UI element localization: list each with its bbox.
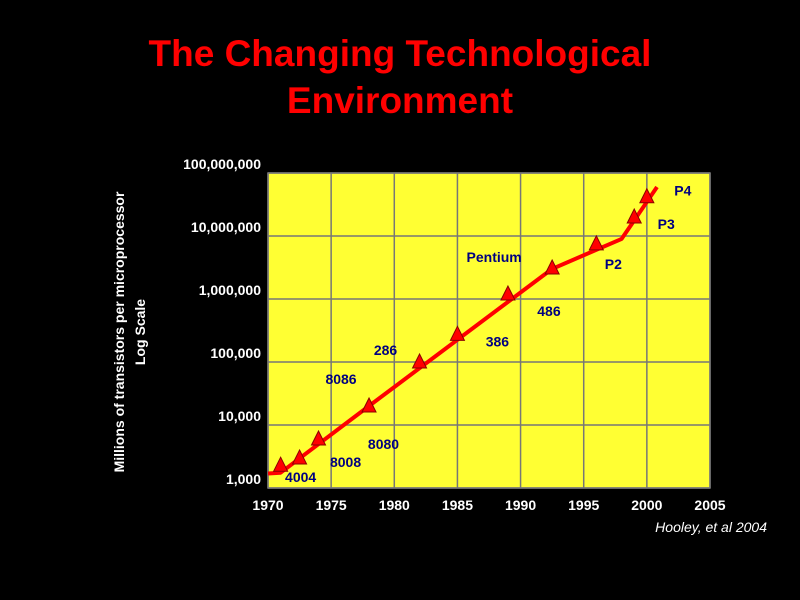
- plot-area: [268, 173, 710, 488]
- label-p4: P4: [674, 183, 691, 199]
- marker-486: [500, 284, 516, 301]
- x-tick-label: 1970: [252, 497, 283, 513]
- gridlines: [267, 172, 711, 489]
- title-line-2: Environment: [286, 80, 514, 121]
- slide-title: The Changing Technological Environment: [0, 30, 800, 124]
- marker-pentium: [544, 258, 560, 275]
- marker-286: [411, 352, 428, 369]
- y-axis-scale-label: Log Scale: [132, 299, 148, 365]
- y-axis-ticks: 1,000 10,000 100,000 1,000,000 10,000,000 100…: [183, 156, 261, 487]
- y-tick-label: 10,000,000: [191, 219, 261, 235]
- label-386: 386: [486, 333, 510, 349]
- y-tick-label: 100,000,000: [183, 156, 261, 172]
- x-axis-ticks: 1970 1975 1980 1985 1990 1995 2000 2005: [252, 497, 725, 513]
- x-tick-label: 2000: [631, 497, 662, 513]
- label-4004: 4004: [285, 469, 316, 485]
- x-tick-label: 1985: [442, 497, 473, 513]
- marker-8008: [291, 448, 308, 465]
- point-labels: 4004 8008 8080 8086 286 386 486 Pentium P2 P3 P4: [285, 183, 692, 485]
- x-tick-label: 1995: [568, 497, 599, 513]
- marker-8080: [310, 429, 327, 446]
- y-tick-label: 10,000: [218, 408, 261, 424]
- x-tick-label: 1980: [379, 497, 410, 513]
- y-axis-label: Millions of transistors per microprocess…: [111, 191, 127, 472]
- y-tick-label: 1,000,000: [199, 282, 261, 298]
- label-8080: 8080: [368, 436, 399, 452]
- marker-p2: [588, 234, 605, 251]
- label-p2: P2: [605, 256, 622, 272]
- y-tick-label: 100,000: [210, 345, 261, 361]
- marker-p4: [639, 187, 655, 204]
- marker-p3: [626, 207, 643, 224]
- x-tick-label: 1990: [505, 497, 536, 513]
- data-markers: [272, 187, 655, 472]
- x-tick-label: 2005: [694, 497, 725, 513]
- x-tick-label: 1975: [316, 497, 347, 513]
- marker-4004: [272, 456, 289, 472]
- label-286: 286: [374, 342, 398, 358]
- citation: Hooley, et al 2004: [655, 519, 767, 535]
- y-tick-label: 1,000: [226, 471, 261, 487]
- label-p3: P3: [658, 216, 675, 232]
- marker-8086: [361, 396, 377, 413]
- label-pentium: Pentium: [467, 249, 522, 265]
- label-8008: 8008: [330, 454, 361, 470]
- marker-386: [449, 325, 466, 341]
- label-8086: 8086: [325, 371, 356, 387]
- title-line-1: The Changing Technological: [148, 33, 652, 74]
- plot-border: [267, 172, 711, 489]
- label-486: 486: [537, 303, 561, 319]
